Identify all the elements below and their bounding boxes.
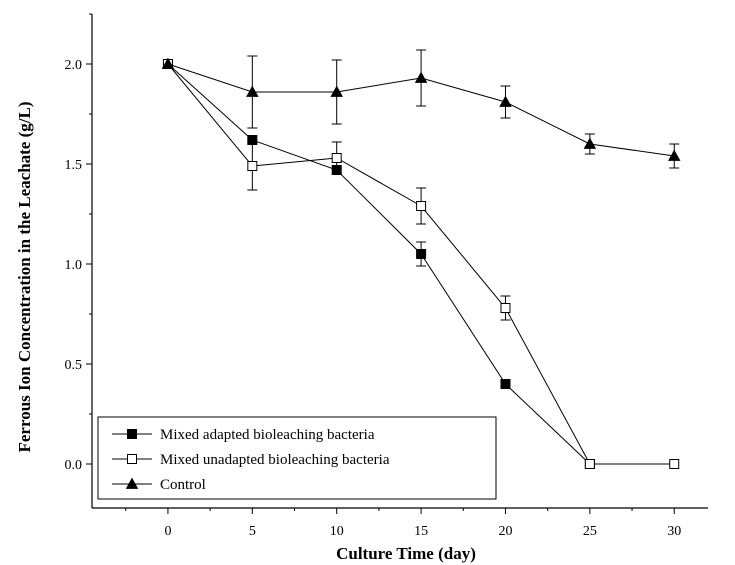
series-line: [167, 63, 591, 465]
legend-label: Control: [160, 477, 206, 493]
point-marker: [331, 153, 342, 163]
legend-label: Mixed unadapted bioleaching bacteria: [160, 452, 390, 468]
point-marker: [416, 249, 427, 259]
series-3: [161, 49, 681, 169]
point-marker: [667, 149, 681, 161]
point-marker: [161, 57, 175, 69]
point-marker: [583, 137, 597, 149]
legend-item-3: Control: [112, 477, 206, 493]
y-tick-label: 0.0: [65, 458, 83, 473]
point-marker: [416, 201, 427, 211]
series-layer: [161, 49, 681, 469]
x-tick-label: 30: [667, 524, 681, 539]
x-axis-title: Culture Time (day): [336, 544, 476, 563]
point-marker: [500, 379, 511, 389]
legend-item-1: Mixed adapted bioleaching bacteria: [112, 427, 375, 443]
x-tick-label: 5: [249, 524, 256, 539]
y-axis-title: Ferrous Ion Concentration in the Leachat…: [15, 102, 34, 453]
point-marker: [127, 429, 137, 439]
y-tick-label: 2.0: [65, 58, 83, 73]
legend-box: [97, 416, 497, 500]
x-tick-label: 25: [583, 524, 597, 539]
point-marker: [414, 71, 428, 83]
point-marker: [330, 85, 343, 97]
point-marker: [500, 303, 511, 313]
legend: Mixed adapted bioleaching bacteria Mixed …: [97, 416, 497, 500]
x-tick-label: 10: [330, 524, 344, 539]
y-tick-label: 0.5: [65, 358, 83, 373]
axes: 0 5 10 15 20 25 30 0.0 0.5 1.0 1.5 2.0: [65, 13, 708, 539]
x-tick-label: 0: [164, 524, 171, 539]
point-marker: [125, 477, 139, 489]
point-marker: [127, 454, 137, 464]
y-tick-label: 1.0: [65, 258, 83, 273]
series-1: [162, 59, 595, 469]
x-tick-label: 20: [498, 524, 512, 539]
point-marker: [247, 161, 258, 171]
legend-item-2: Mixed unadapted bioleaching bacteria: [112, 452, 390, 468]
y-tick-label: 1.5: [65, 158, 83, 173]
legend-label: Mixed adapted bioleaching bacteria: [160, 427, 375, 443]
point-marker: [499, 95, 512, 107]
point-marker: [669, 459, 680, 469]
point-marker: [246, 85, 259, 97]
x-tick-label: 15: [414, 524, 428, 539]
point-marker: [584, 459, 595, 469]
